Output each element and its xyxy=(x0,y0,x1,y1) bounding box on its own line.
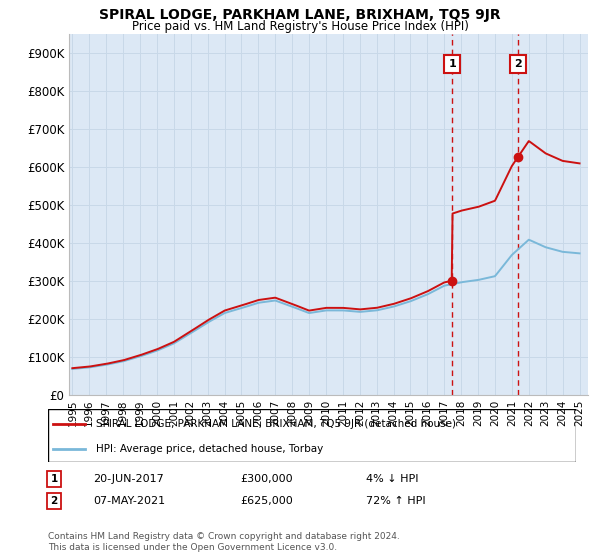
Text: SPIRAL LODGE, PARKHAM LANE, BRIXHAM, TQ5 9JR: SPIRAL LODGE, PARKHAM LANE, BRIXHAM, TQ5… xyxy=(99,8,501,22)
Text: Price paid vs. HM Land Registry's House Price Index (HPI): Price paid vs. HM Land Registry's House … xyxy=(131,20,469,32)
Text: SPIRAL LODGE, PARKHAM LANE, BRIXHAM, TQ5 9JR (detached house): SPIRAL LODGE, PARKHAM LANE, BRIXHAM, TQ5… xyxy=(95,419,455,429)
Text: 2: 2 xyxy=(514,59,522,69)
Text: £625,000: £625,000 xyxy=(240,496,293,506)
Text: 72% ↑ HPI: 72% ↑ HPI xyxy=(366,496,425,506)
Text: 4% ↓ HPI: 4% ↓ HPI xyxy=(366,474,419,484)
Text: 1: 1 xyxy=(50,474,58,484)
Text: £300,000: £300,000 xyxy=(240,474,293,484)
Text: 1: 1 xyxy=(448,59,456,69)
Text: 20-JUN-2017: 20-JUN-2017 xyxy=(93,474,164,484)
Text: 07-MAY-2021: 07-MAY-2021 xyxy=(93,496,165,506)
Text: HPI: Average price, detached house, Torbay: HPI: Average price, detached house, Torb… xyxy=(95,444,323,454)
Text: 2: 2 xyxy=(50,496,58,506)
Text: Contains HM Land Registry data © Crown copyright and database right 2024.
This d: Contains HM Land Registry data © Crown c… xyxy=(48,532,400,552)
